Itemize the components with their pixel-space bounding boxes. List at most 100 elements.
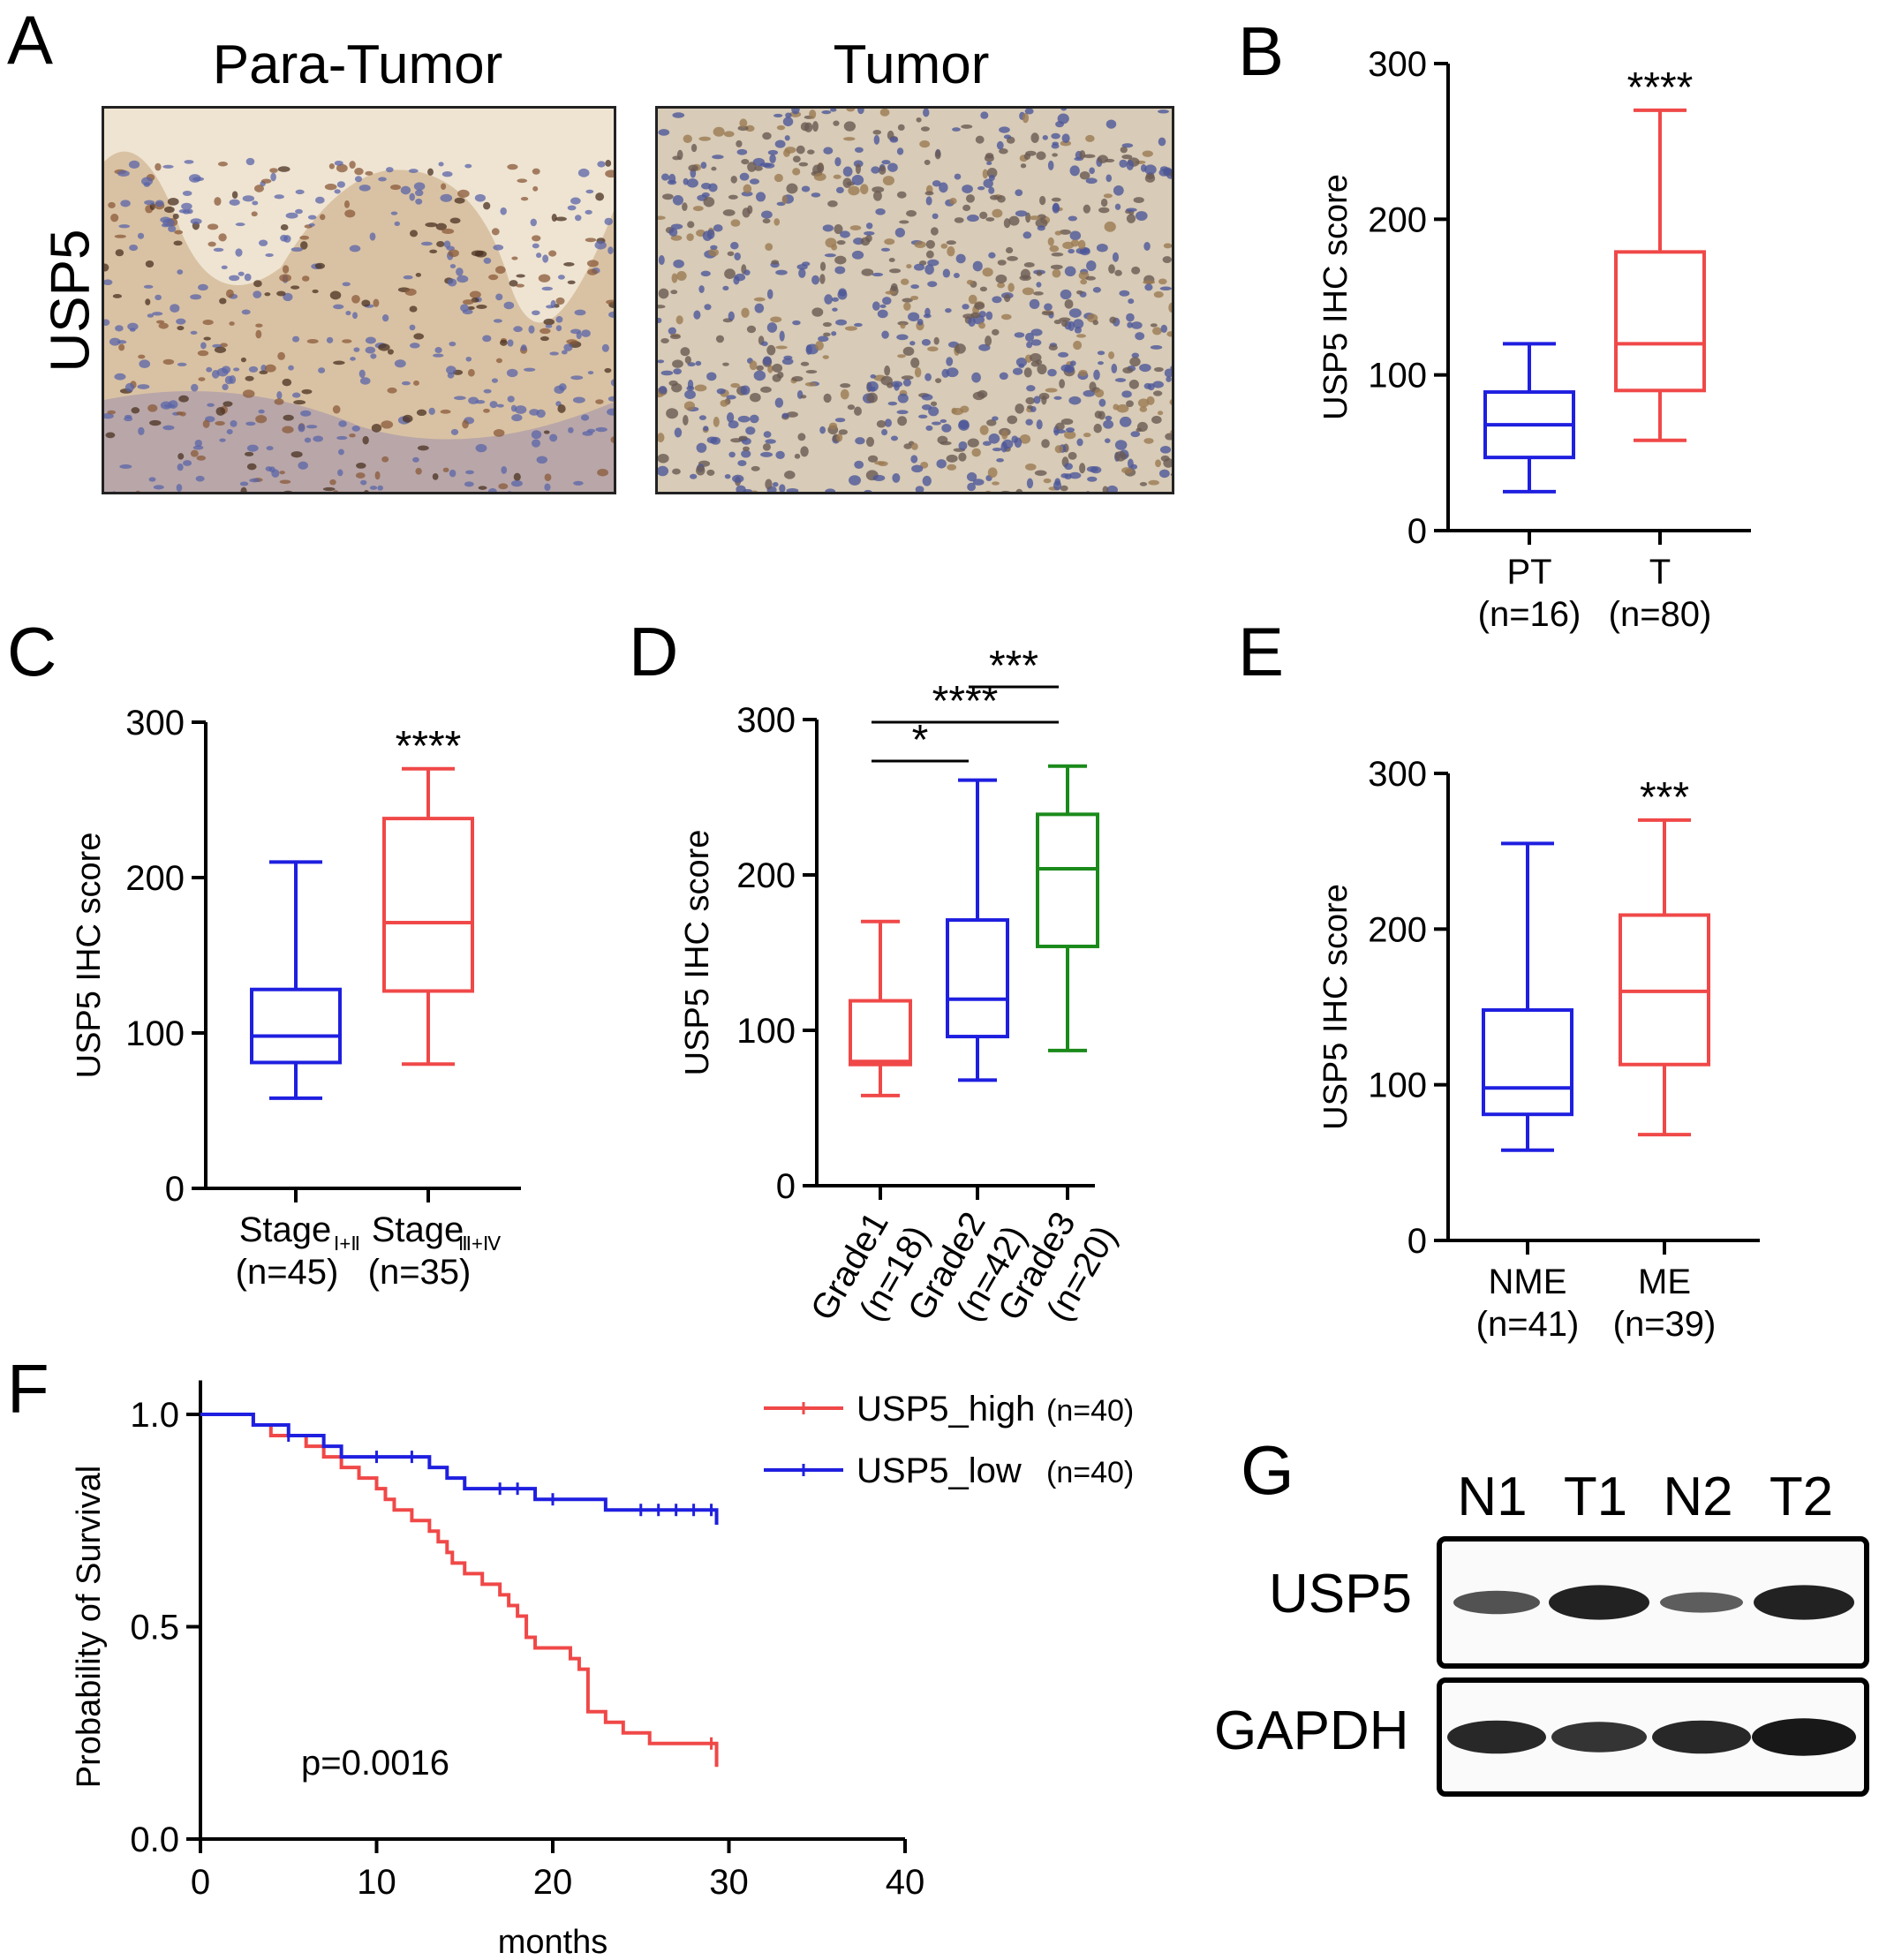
ihc-nucleus xyxy=(884,366,891,376)
ihc-nucleus xyxy=(876,419,887,428)
ihc-nucleus xyxy=(674,427,683,438)
ihc-nucleus xyxy=(364,490,369,492)
ihc-nucleus xyxy=(887,401,898,406)
ihc-nucleus xyxy=(761,210,773,219)
ihc-nucleus xyxy=(849,225,862,231)
ihc-nucleus xyxy=(606,299,614,305)
box-iqr xyxy=(1482,1008,1573,1117)
ihc-nucleus xyxy=(545,324,553,328)
panel-g-letter: G xyxy=(1241,1431,1294,1509)
ihc-nucleus xyxy=(307,215,317,220)
ihc-nucleus xyxy=(897,354,906,358)
ihc-nucleus xyxy=(390,185,401,191)
ihc-nucleus xyxy=(715,335,724,343)
ihc-nucleus xyxy=(872,191,882,201)
ihc-nucleus xyxy=(1003,218,1011,229)
ihc-nucleus xyxy=(607,396,614,402)
ihc-nucleus xyxy=(916,117,922,123)
y-tick-label: 0.5 xyxy=(130,1609,179,1647)
ihc-nucleus xyxy=(1024,332,1035,343)
ihc-nucleus xyxy=(658,305,666,309)
ihc-nucleus xyxy=(567,280,576,284)
ihc-nucleus xyxy=(958,420,970,431)
ihc-nucleus xyxy=(985,217,995,222)
ihc-nucleus xyxy=(833,174,841,179)
ihc-nucleus xyxy=(300,241,308,250)
ihc-nucleus xyxy=(910,357,920,368)
x-tick-label: Grade1 xyxy=(804,1206,896,1328)
ihc-nucleus xyxy=(1083,154,1096,159)
ihc-nucleus xyxy=(914,367,922,378)
ihc-nucleus xyxy=(840,388,849,400)
ihc-nucleus xyxy=(827,200,838,207)
ihc-nucleus xyxy=(931,421,941,426)
ihc-nucleus xyxy=(842,166,853,177)
ihc-nucleus xyxy=(260,365,267,372)
ihc-nucleus xyxy=(1094,411,1103,418)
ihc-nucleus xyxy=(595,192,605,201)
ihc-nucleus xyxy=(1064,463,1074,471)
ihc-nucleus xyxy=(530,218,537,227)
ihc-nucleus xyxy=(360,479,367,486)
ihc-nucleus xyxy=(1119,416,1132,427)
y-axis-label: USP5 IHC score xyxy=(679,830,716,1076)
y-tick-label: 100 xyxy=(736,1012,796,1051)
ihc-nucleus xyxy=(872,272,884,277)
ihc-nucleus xyxy=(728,420,739,429)
ihc-nucleus xyxy=(972,479,985,486)
ihc-nucleus xyxy=(979,425,989,435)
ihc-nucleus xyxy=(1037,225,1045,231)
y-tick-label: 1.0 xyxy=(130,1396,179,1435)
ihc-nucleus xyxy=(847,404,856,411)
ihc-nucleus xyxy=(1166,376,1172,382)
ihc-nucleus xyxy=(878,165,887,175)
ihc-nucleus xyxy=(1019,434,1031,444)
ihc-nucleus xyxy=(214,197,222,207)
y-tick-label: 200 xyxy=(1368,910,1427,949)
ihc-nucleus xyxy=(760,451,773,457)
ihc-nucleus xyxy=(409,305,418,313)
ihc-nucleus xyxy=(834,418,846,423)
ihc-nucleus xyxy=(474,193,487,202)
ihc-nucleus xyxy=(191,383,199,392)
ihc-nucleus xyxy=(823,332,831,337)
ihc-nucleus xyxy=(700,270,711,277)
ihc-nucleus xyxy=(762,132,772,140)
ihc-nucleus xyxy=(1065,427,1075,433)
panel-a-title-tumor: Tumor xyxy=(833,34,990,95)
ihc-nucleus xyxy=(952,127,961,132)
ihc-nucleus xyxy=(343,200,351,208)
ihc-nucleus xyxy=(763,431,772,438)
ihc-nucleus xyxy=(825,488,836,492)
ihc-nucleus xyxy=(658,359,665,364)
ihc-nucleus xyxy=(686,233,694,242)
ihc-nucleus xyxy=(747,162,757,172)
ihc-nucleus xyxy=(329,479,336,486)
ihc-nucleus xyxy=(178,208,187,214)
x-tick-label-subscript: Ⅲ+Ⅳ xyxy=(458,1233,502,1255)
ihc-nucleus xyxy=(449,341,457,347)
ihc-nucleus xyxy=(435,222,447,230)
ihc-nucleus xyxy=(503,301,515,310)
ihc-nucleus xyxy=(910,284,919,290)
ihc-nucleus xyxy=(1142,150,1153,157)
ihc-nucleus xyxy=(1144,164,1157,175)
y-tick-label: 100 xyxy=(1368,357,1427,396)
ihc-nucleus xyxy=(786,487,799,492)
ihc-nucleus xyxy=(131,407,140,414)
ihc-nucleus xyxy=(1158,278,1167,285)
ihc-nucleus xyxy=(672,359,683,368)
ihc-nucleus xyxy=(737,460,747,467)
ihc-nucleus xyxy=(786,183,798,194)
ihc-nucleus xyxy=(978,311,986,318)
ihc-nucleus xyxy=(703,196,715,207)
ihc-nucleus xyxy=(698,136,711,141)
ihc-nucleus xyxy=(822,321,832,328)
ihc-nucleus xyxy=(170,304,180,313)
ihc-nucleus xyxy=(1155,459,1162,468)
ihc-nucleus xyxy=(946,367,959,378)
ihc-nucleus xyxy=(897,416,908,426)
ihc-nucleus xyxy=(1143,382,1152,389)
ihc-nucleus xyxy=(381,456,389,463)
ihc-nucleus xyxy=(781,412,789,418)
